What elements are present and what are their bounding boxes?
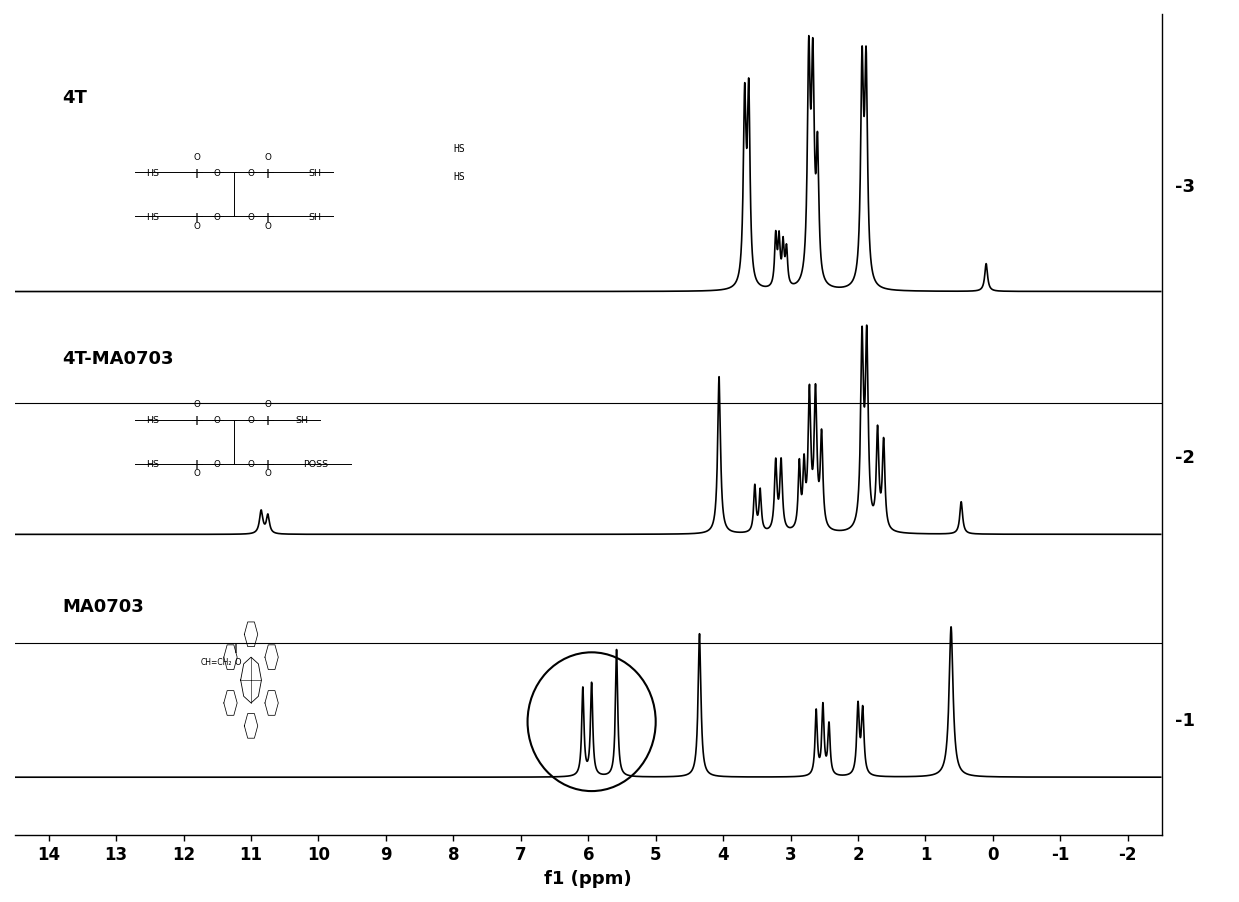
Text: O: O: [264, 152, 271, 161]
Text: O: O: [193, 469, 201, 478]
Text: 4T-MA0703: 4T-MA0703: [62, 350, 173, 368]
Text: HS: HS: [453, 144, 465, 154]
Text: O: O: [248, 169, 254, 178]
Text: HS: HS: [146, 213, 160, 222]
Text: HS: HS: [146, 169, 160, 178]
Text: O: O: [193, 152, 201, 161]
Text: CH=CH₂: CH=CH₂: [201, 658, 232, 667]
Text: SH: SH: [295, 416, 309, 425]
Text: O: O: [193, 222, 201, 231]
Text: ‖: ‖: [266, 213, 270, 222]
Text: ‖: ‖: [266, 416, 270, 425]
Text: O: O: [248, 416, 254, 425]
Text: ‖: ‖: [266, 169, 270, 178]
Text: O: O: [214, 416, 221, 425]
Text: ‖: ‖: [196, 213, 199, 222]
Text: MA0703: MA0703: [62, 597, 144, 615]
Text: -2: -2: [1176, 449, 1196, 467]
Text: O: O: [193, 400, 201, 409]
Text: ‖: ‖: [234, 643, 238, 652]
Text: HS: HS: [146, 416, 160, 425]
Text: ‖: ‖: [196, 169, 199, 178]
Text: -1: -1: [1176, 712, 1196, 730]
Text: O: O: [248, 213, 254, 222]
Text: HS: HS: [453, 171, 465, 181]
Text: O: O: [264, 469, 271, 478]
Text: O: O: [214, 460, 221, 469]
Text: O: O: [214, 213, 221, 222]
Text: SH: SH: [309, 213, 322, 222]
Text: POSS: POSS: [304, 460, 328, 469]
Text: ‖: ‖: [196, 460, 199, 469]
Text: HS: HS: [146, 460, 160, 469]
Text: SH: SH: [309, 169, 322, 178]
Text: O: O: [248, 460, 254, 469]
X-axis label: f1 (ppm): f1 (ppm): [544, 869, 632, 887]
Text: ‖: ‖: [196, 416, 199, 425]
Text: O: O: [234, 658, 240, 667]
Text: O: O: [264, 222, 271, 231]
Text: O: O: [214, 169, 221, 178]
Text: ‖: ‖: [266, 460, 270, 469]
Text: O: O: [264, 400, 271, 409]
Text: -3: -3: [1176, 179, 1196, 197]
Text: 4T: 4T: [62, 89, 87, 107]
